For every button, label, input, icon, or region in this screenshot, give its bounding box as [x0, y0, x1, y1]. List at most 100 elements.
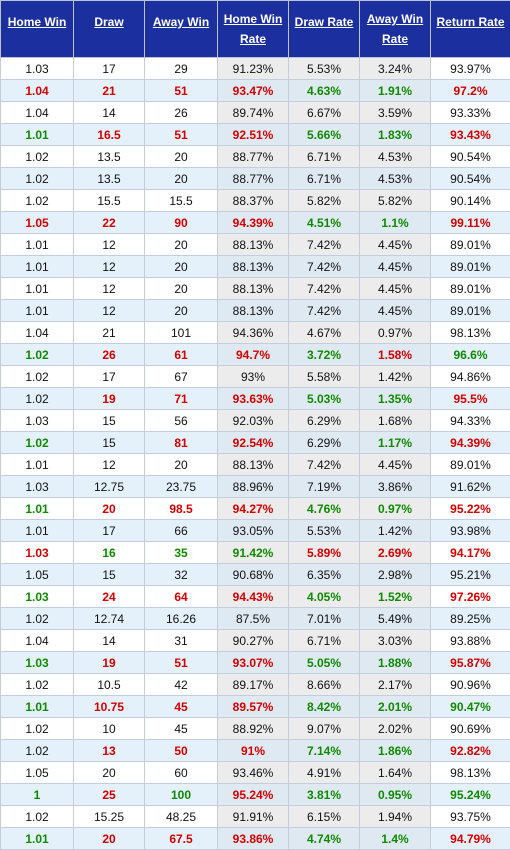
cell-home-win: 1.01 [1, 234, 74, 256]
cell-return-rate: 90.69% [431, 718, 510, 740]
cell-away-win-rate: 2.17% [360, 674, 431, 696]
cell-draw-rate: 4.51% [289, 212, 360, 234]
cell-draw: 12 [74, 256, 145, 278]
cell-home-win-rate: 92.03% [218, 410, 289, 432]
cell-draw: 20 [74, 828, 145, 850]
cell-home-win: 1.04 [1, 322, 74, 344]
cell-home-win-rate: 91.23% [218, 58, 289, 80]
header-return-rate[interactable]: Return Rate [431, 1, 510, 58]
cell-home-win-rate: 93.46% [218, 762, 289, 784]
cell-draw-rate: 5.82% [289, 190, 360, 212]
cell-draw-rate: 5.03% [289, 388, 360, 410]
cell-away-win: 20 [145, 278, 218, 300]
header-away-win-rate[interactable]: Away Win Rate [360, 1, 431, 58]
cell-draw-rate: 5.89% [289, 542, 360, 564]
cell-home-win-rate: 87.5% [218, 608, 289, 630]
cell-draw: 14 [74, 630, 145, 652]
cell-return-rate: 93.75% [431, 806, 510, 828]
cell-draw-rate: 6.67% [289, 102, 360, 124]
cell-draw-rate: 9.07% [289, 718, 360, 740]
header-draw-rate[interactable]: Draw Rate [289, 1, 360, 58]
cell-draw-rate: 4.05% [289, 586, 360, 608]
cell-away-win-rate: 1.91% [360, 80, 431, 102]
cell-return-rate: 90.14% [431, 190, 510, 212]
cell-draw-rate: 4.63% [289, 80, 360, 102]
cell-home-win: 1.02 [1, 344, 74, 366]
cell-home-win: 1.03 [1, 652, 74, 674]
cell-draw-rate: 8.42% [289, 696, 360, 718]
cell-away-win: 31 [145, 630, 218, 652]
cell-away-win: 26 [145, 102, 218, 124]
cell-home-win-rate: 91% [218, 740, 289, 762]
cell-home-win: 1.05 [1, 762, 74, 784]
cell-home-win: 1.02 [1, 608, 74, 630]
cell-home-win-rate: 89.57% [218, 696, 289, 718]
cell-away-win-rate: 1.83% [360, 124, 431, 146]
cell-draw-rate: 7.42% [289, 234, 360, 256]
cell-draw: 26 [74, 344, 145, 366]
cell-draw-rate: 7.01% [289, 608, 360, 630]
cell-away-win: 23.75 [145, 476, 218, 498]
header-away-win[interactable]: Away Win [145, 1, 218, 58]
cell-away-win-rate: 0.95% [360, 784, 431, 806]
cell-home-win-rate: 93.86% [218, 828, 289, 850]
cell-home-win: 1.01 [1, 696, 74, 718]
cell-return-rate: 89.01% [431, 454, 510, 476]
cell-draw-rate: 3.81% [289, 784, 360, 806]
cell-away-win: 20 [145, 256, 218, 278]
cell-draw: 15 [74, 564, 145, 586]
cell-draw-rate: 5.05% [289, 652, 360, 674]
cell-home-win: 1.05 [1, 212, 74, 234]
cell-away-win-rate: 1.35% [360, 388, 431, 410]
cell-return-rate: 89.01% [431, 234, 510, 256]
cell-return-rate: 96.6% [431, 344, 510, 366]
cell-draw-rate: 6.71% [289, 168, 360, 190]
cell-away-win-rate: 3.03% [360, 630, 431, 652]
cell-away-win: 66 [145, 520, 218, 542]
cell-return-rate: 95.24% [431, 784, 510, 806]
cell-away-win: 20 [145, 454, 218, 476]
cell-home-win: 1.03 [1, 586, 74, 608]
cell-return-rate: 93.43% [431, 124, 510, 146]
cell-return-rate: 95.87% [431, 652, 510, 674]
cell-away-win-rate: 3.59% [360, 102, 431, 124]
cell-draw-rate: 8.66% [289, 674, 360, 696]
cell-draw: 12 [74, 300, 145, 322]
cell-draw-rate: 7.42% [289, 300, 360, 322]
cell-draw: 15.5 [74, 190, 145, 212]
cell-home-win: 1.04 [1, 102, 74, 124]
cell-home-win-rate: 94.43% [218, 586, 289, 608]
cell-draw-rate: 5.53% [289, 58, 360, 80]
cell-home-win: 1.05 [1, 564, 74, 586]
cell-home-win: 1.02 [1, 718, 74, 740]
header-home-win-rate[interactable]: Home Win Rate [218, 1, 289, 58]
cell-home-win: 1 [1, 784, 74, 806]
cell-home-win: 1.01 [1, 520, 74, 542]
cell-return-rate: 90.54% [431, 168, 510, 190]
header-home-win[interactable]: Home Win [1, 1, 74, 58]
cell-return-rate: 94.86% [431, 366, 510, 388]
cell-return-rate: 93.88% [431, 630, 510, 652]
cell-draw: 17 [74, 58, 145, 80]
cell-draw-rate: 6.71% [289, 146, 360, 168]
cell-draw-rate: 5.66% [289, 124, 360, 146]
cell-away-win-rate: 1.86% [360, 740, 431, 762]
header-draw[interactable]: Draw [74, 1, 145, 58]
cell-draw: 25 [74, 784, 145, 806]
cell-draw: 12 [74, 454, 145, 476]
cell-away-win-rate: 1.64% [360, 762, 431, 784]
cell-draw-rate: 7.42% [289, 256, 360, 278]
cell-home-win: 1.01 [1, 300, 74, 322]
